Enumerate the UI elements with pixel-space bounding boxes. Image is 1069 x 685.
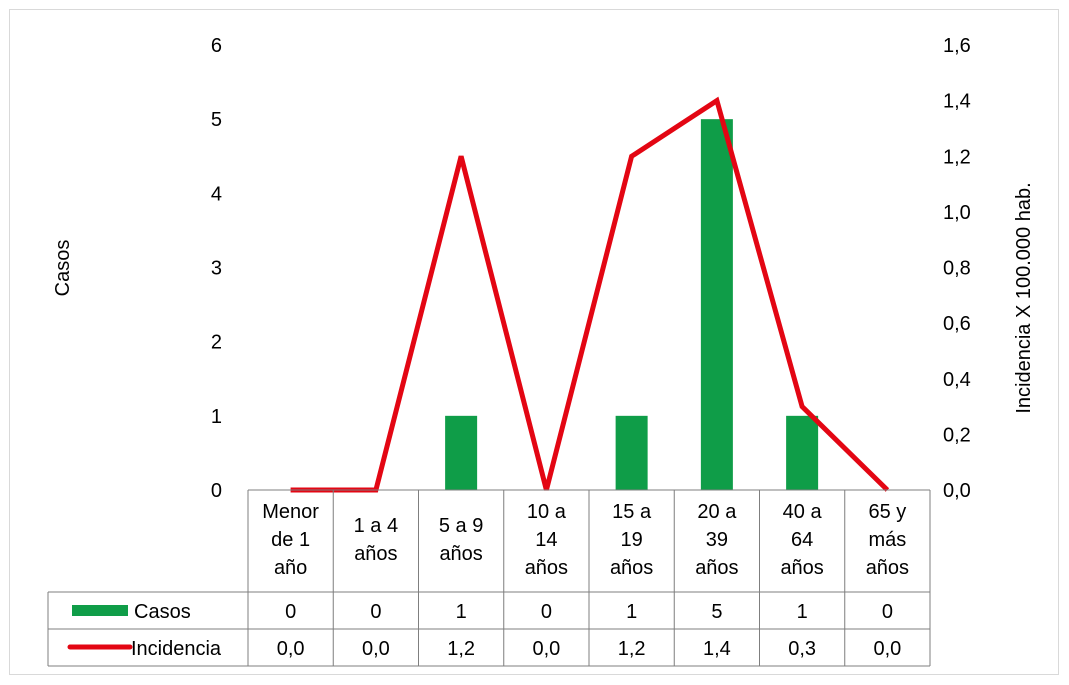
data-label: 0,0 bbox=[532, 638, 560, 660]
data-label: 0 bbox=[541, 601, 552, 623]
x-tick-label: 5 a 9 años bbox=[439, 515, 483, 565]
data-label: 1 bbox=[456, 601, 467, 623]
x-tick-label-line: más bbox=[868, 529, 906, 551]
y2-tick-label: 0,4 bbox=[943, 369, 971, 391]
data-label: 0 bbox=[370, 601, 381, 623]
x-tick-label-line: 20 a bbox=[697, 501, 737, 523]
x-tick-label-line: años bbox=[525, 557, 568, 579]
x-tick-label-line: años bbox=[439, 543, 482, 565]
x-tick-label: 15 a 19 años bbox=[610, 501, 653, 579]
data-label: 0 bbox=[285, 601, 296, 623]
y2-tick-label: 1,4 bbox=[943, 91, 971, 113]
y-tick-label: 6 bbox=[211, 35, 222, 57]
x-tick-label-line: 10 a bbox=[527, 501, 567, 523]
y2-tick-label: 0,8 bbox=[943, 258, 971, 280]
x-tick-label-line: años bbox=[610, 557, 653, 579]
x-tick-label-line: Menor bbox=[262, 501, 319, 523]
x-tick-label-line: 40 a bbox=[783, 501, 823, 523]
data-label: 0,0 bbox=[362, 638, 390, 660]
data-label: 1,2 bbox=[618, 638, 646, 660]
bar bbox=[701, 119, 733, 490]
bar bbox=[445, 416, 477, 490]
x-tick-label-line: 65 y bbox=[868, 501, 906, 523]
y2-axis-title: Incidencia X 100.000 hab. bbox=[1013, 182, 1035, 413]
y-tick-label: 1 bbox=[211, 406, 222, 428]
x-tick-label: 10 a 14 años bbox=[525, 501, 568, 579]
x-tick-label-line: 1 a 4 bbox=[354, 515, 398, 537]
x-tick-label-line: años bbox=[354, 543, 397, 565]
right-axis-ticks: 0,0 0,2 0,4 0,6 0,8 1,0 1,2 1,4 1,6 bbox=[943, 35, 971, 502]
data-label: 1 bbox=[797, 601, 808, 623]
x-tick-label-line: 39 bbox=[706, 529, 728, 551]
y2-tick-label: 1,0 bbox=[943, 202, 971, 224]
data-label: 0,3 bbox=[788, 638, 816, 660]
y2-tick-label: 0,6 bbox=[943, 313, 971, 335]
y2-tick-label: 0,0 bbox=[943, 480, 971, 502]
x-tick-label-line: 64 bbox=[791, 529, 813, 551]
y-tick-label: 3 bbox=[211, 258, 222, 280]
x-tick-label: 40 a 64 años bbox=[780, 501, 823, 579]
legend-label-casos: Casos bbox=[134, 601, 191, 623]
x-tick-label-line: 19 bbox=[621, 529, 643, 551]
y-tick-label: 5 bbox=[211, 109, 222, 131]
data-label: 1,4 bbox=[703, 638, 731, 660]
data-label: 0,0 bbox=[873, 638, 901, 660]
x-tick-label-line: 15 a bbox=[612, 501, 652, 523]
data-label: 5 bbox=[711, 601, 722, 623]
data-label: 0 bbox=[882, 601, 893, 623]
y-tick-label: 0 bbox=[211, 480, 222, 502]
x-tick-label-line: años bbox=[780, 557, 823, 579]
y2-tick-label: 1,6 bbox=[943, 35, 971, 57]
x-tick-label: 20 a 39 años bbox=[695, 501, 738, 579]
y-axis-title: Casos bbox=[52, 240, 74, 297]
y-tick-label: 4 bbox=[211, 183, 222, 205]
x-tick-label-line: 5 a 9 bbox=[439, 515, 483, 537]
bar bbox=[786, 416, 818, 490]
y-tick-label: 2 bbox=[211, 332, 222, 354]
y2-tick-label: 0,2 bbox=[943, 424, 971, 446]
x-tick-label: 1 a 4 años bbox=[354, 515, 398, 565]
bar bbox=[616, 416, 648, 490]
data-label: 1 bbox=[626, 601, 637, 623]
left-axis-ticks: 0 1 2 3 4 5 6 bbox=[211, 35, 222, 502]
x-tick-label: Menor de 1 año bbox=[262, 501, 319, 579]
y2-tick-label: 1,2 bbox=[943, 146, 971, 168]
legend-key-casos bbox=[72, 605, 128, 616]
data-table: Menor de 1 año 1 a 4 años 5 a 9 años 10 a 14 años… bbox=[48, 490, 930, 666]
x-tick-label: 65 y más años bbox=[866, 501, 909, 579]
legend-label-incidencia: Incidencia bbox=[131, 638, 222, 660]
data-label: 1,2 bbox=[447, 638, 475, 660]
x-tick-label-line: años bbox=[695, 557, 738, 579]
x-tick-label-line: 14 bbox=[535, 529, 557, 551]
x-tick-label-line: años bbox=[866, 557, 909, 579]
data-label: 0,0 bbox=[277, 638, 305, 660]
x-tick-label-line: año bbox=[274, 557, 307, 579]
x-tick-label-line: de 1 bbox=[271, 529, 310, 551]
